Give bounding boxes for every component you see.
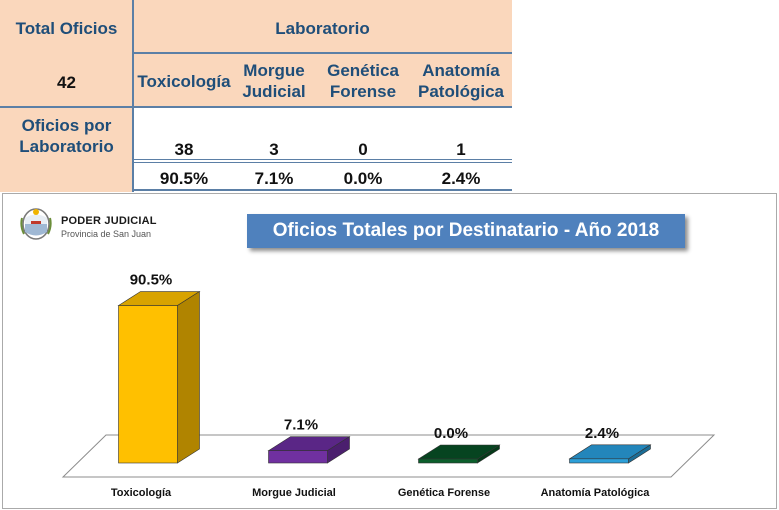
table-divider-main [0,106,512,108]
bar-front [268,450,328,464]
pct-morgue: 7.1% [254,168,294,188]
chart-title: Oficios Totales por Destinatario - Año 2… [247,214,685,248]
col-header-toxicologia: Toxicología [137,71,231,91]
coat-of-arms-icon [20,208,52,240]
count-toxicologia: 38 [174,139,194,159]
bar-side [177,290,200,464]
table-divider-count2 [133,162,512,163]
chart-plot-area: 90.5% 7.1% 0.0% 2.4% Toxicología Morgue Judi… [61,272,716,499]
category-label-3: Genética Forense [398,487,490,499]
bar-front [569,458,629,464]
category-label-4: Anatomía Patológica [541,487,651,499]
data-label-1: 90.5% [130,272,173,289]
laboratorio-header: Laboratorio [275,18,370,38]
category-label-2: Morgue Judicial [252,487,336,499]
bar-1 [117,290,201,464]
bar-front [118,305,178,464]
col-header-genetica: Genética Forense [327,61,399,101]
table-divider-vertical [132,0,134,192]
bar-2 [267,436,351,464]
summary-table: Total Oficios 42 Laboratorio Toxicología… [0,0,512,192]
count-morgue: 3 [269,139,279,159]
data-label-2: 7.1% [284,417,318,434]
table-divider-bottom [133,189,512,191]
table-divider-header [133,52,512,54]
pct-toxicologia: 90.5% [159,168,209,188]
pct-anatomia: 2.4% [441,168,481,188]
logo-subtitle: Provincia de San Juan [61,229,152,239]
data-label-4: 2.4% [585,425,619,442]
count-genetica: 0 [358,139,368,159]
total-oficios-label: Total Oficios [15,18,118,38]
poder-judicial-logo: PODER JUDICIAL Provincia de San Juan [19,206,179,242]
table-rowlabel-bg [0,107,133,192]
pct-genetica: 0.0% [343,168,383,188]
bar-front [418,458,478,464]
count-anatomia: 1 [456,139,466,159]
logo-title: PODER JUDICIAL [61,215,157,227]
total-oficios-value: 42 [57,72,76,92]
data-label-3: 0.0% [434,425,468,442]
table-divider-count [133,159,512,160]
col-header-anatomia: Anatomía Patológica [418,61,504,101]
col-header-morgue: Morgue Judicial [242,61,306,101]
chart-floor [61,434,716,478]
bar-4 [568,444,652,464]
category-label-1: Toxicología [111,487,172,499]
bar-3 [417,444,501,464]
bar-chart: PODER JUDICIAL Provincia de San Juan Ofi… [2,193,777,509]
oficios-por-laboratorio-label: Oficios por Laboratorio [19,116,114,156]
